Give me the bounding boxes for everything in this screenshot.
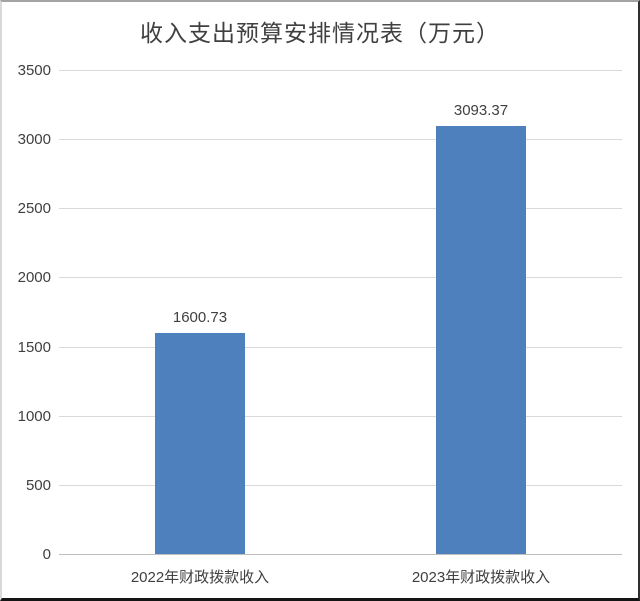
bar-value-label: 1600.73 (172, 309, 228, 326)
x-axis-category-label: 2023年财政拨款收入 (411, 569, 551, 586)
y-axis-tick-label: 3000 (17, 131, 51, 148)
y-axis-tick-label: 1500 (17, 339, 51, 356)
y-axis-tick-label: 2500 (17, 200, 51, 217)
bar-value-label: 3093.37 (453, 102, 509, 119)
gridline (59, 416, 622, 417)
y-axis-tick-label: 1000 (17, 408, 51, 425)
gridline (59, 485, 622, 486)
gridline (59, 70, 622, 71)
y-axis-tick-label: 3500 (17, 62, 51, 79)
x-axis-line (59, 554, 622, 555)
y-axis-tick-label: 500 (25, 477, 51, 494)
y-axis-tick-label: 0 (42, 546, 51, 563)
y-axis-tick-label: 2000 (17, 269, 51, 286)
bar-2022年财政拨款收入 (155, 333, 245, 554)
chart-title: 收入支出预算安排情况表（万元） (140, 21, 500, 46)
gridline (59, 277, 622, 278)
gridline (59, 208, 622, 209)
bar-2023年财政拨款收入 (436, 126, 526, 554)
gridline (59, 139, 622, 140)
gridline (59, 347, 622, 348)
x-axis-category-label: 2022年财政拨款收入 (130, 569, 270, 586)
